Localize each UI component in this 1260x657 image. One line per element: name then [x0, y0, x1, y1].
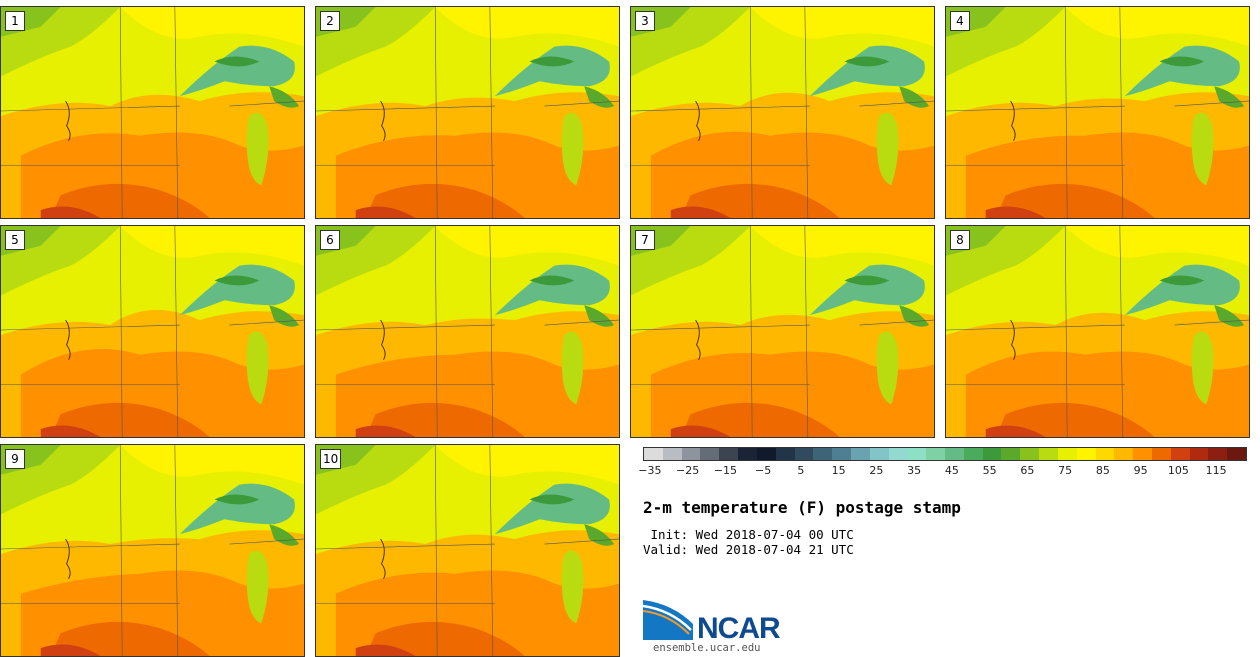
colorbar-swatch — [1076, 448, 1096, 460]
colorbar-tick-label: 35 — [907, 464, 922, 477]
temperature-field-map — [316, 445, 619, 656]
colorbar-swatch — [1170, 448, 1190, 460]
temperature-colorbar — [643, 447, 1247, 461]
temperature-field-map — [946, 226, 1249, 437]
colorbar-tick-label: 15 — [831, 464, 846, 477]
member-map-10: 10 — [315, 444, 620, 657]
colorbar-tick-label: 75 — [1058, 464, 1073, 477]
colorbar-tick-label: 5 — [797, 464, 805, 477]
temperature-field-map — [1, 226, 304, 437]
ncar-logo-text: NCAR — [697, 612, 781, 645]
member-map-2: 2 — [315, 6, 620, 219]
colorbar-swatch — [813, 448, 833, 460]
colorbar-swatch — [1208, 448, 1228, 460]
colorbar-tick-label: −15 — [713, 464, 737, 477]
plot-title: 2-m temperature (F) postage stamp — [643, 498, 961, 517]
member-map-5: 5 — [0, 225, 305, 438]
member-map-4: 4 — [945, 6, 1250, 219]
member-label: 9 — [5, 449, 25, 469]
member-map-6: 6 — [315, 225, 620, 438]
colorbar-swatch — [1189, 448, 1209, 460]
init-time: Init: Wed 2018-07-04 00 UTC — [643, 527, 854, 542]
colorbar-swatch — [945, 448, 964, 460]
member-label: 2 — [320, 11, 340, 31]
colorbar-swatch — [738, 448, 757, 460]
temperature-field-map — [316, 7, 619, 218]
colorbar-swatch — [775, 448, 795, 460]
temperature-field-map — [631, 226, 934, 437]
site-url: ensemble.ucar.edu — [653, 642, 761, 654]
member-label: 6 — [320, 230, 340, 250]
colorbar-swatch — [1095, 448, 1115, 460]
member-label: 7 — [635, 230, 655, 250]
colorbar-swatch — [1133, 448, 1152, 460]
member-label: 5 — [5, 230, 25, 250]
colorbar-tick-label: 115 — [1205, 464, 1227, 477]
colorbar-swatch — [1001, 448, 1021, 460]
valid-time: Valid: Wed 2018-07-04 21 UTC — [643, 542, 854, 557]
colorbar-swatch — [888, 448, 908, 460]
colorbar-tick-label: 55 — [982, 464, 997, 477]
colorbar-swatch — [963, 448, 983, 460]
member-map-8: 8 — [945, 225, 1250, 438]
colorbar-swatch — [719, 448, 739, 460]
member-label: 4 — [950, 11, 970, 31]
colorbar-swatch — [1227, 448, 1246, 460]
colorbar-swatch — [850, 448, 870, 460]
colorbar-tick-label: −25 — [676, 464, 700, 477]
member-label: 8 — [950, 230, 970, 250]
colorbar-swatch — [1057, 448, 1077, 460]
ncar-logo-icon — [643, 600, 693, 640]
colorbar-tick-labels: −35 −25 −15 −5 5 15 25 35 45 55 65 75 85 95 105 115 — [638, 464, 1247, 480]
temperature-field-map — [316, 226, 619, 437]
colorbar-swatch — [662, 448, 682, 460]
colorbar-swatch — [926, 448, 945, 460]
colorbar-tick-label: 65 — [1020, 464, 1035, 477]
colorbar-swatch — [907, 448, 927, 460]
colorbar-tick-label: −35 — [638, 464, 662, 477]
colorbar-swatch — [681, 448, 701, 460]
colorbar-swatch — [832, 448, 851, 460]
colorbar-tick-label: 45 — [944, 464, 959, 477]
member-map-9: 9 — [0, 444, 305, 657]
colorbar-swatch — [794, 448, 814, 460]
member-label: 10 — [320, 449, 342, 469]
temperature-field-map — [631, 7, 934, 218]
colorbar-tick-label: 85 — [1095, 464, 1110, 477]
member-label: 1 — [5, 11, 25, 31]
colorbar-swatch — [1039, 448, 1058, 460]
colorbar-tick-label: −5 — [755, 464, 772, 477]
member-map-3: 3 — [630, 6, 935, 219]
colorbar-swatch — [700, 448, 720, 460]
member-label: 3 — [635, 11, 655, 31]
temperature-field-map — [1, 7, 304, 218]
colorbar-swatch — [982, 448, 1002, 460]
temperature-field-map — [946, 7, 1249, 218]
member-map-7: 7 — [630, 225, 935, 438]
colorbar-swatch — [756, 448, 776, 460]
colorbar-swatch — [869, 448, 889, 460]
temperature-field-map — [1, 445, 304, 656]
colorbar-swatch — [644, 448, 663, 460]
colorbar-swatch — [1114, 448, 1134, 460]
colorbar-tick-label: 105 — [1167, 464, 1189, 477]
colorbar-swatch — [1020, 448, 1040, 460]
colorbar-tick-label: 95 — [1133, 464, 1148, 477]
member-map-1: 1 — [0, 6, 305, 219]
colorbar-tick-label: 25 — [869, 464, 884, 477]
colorbar-swatch — [1151, 448, 1171, 460]
